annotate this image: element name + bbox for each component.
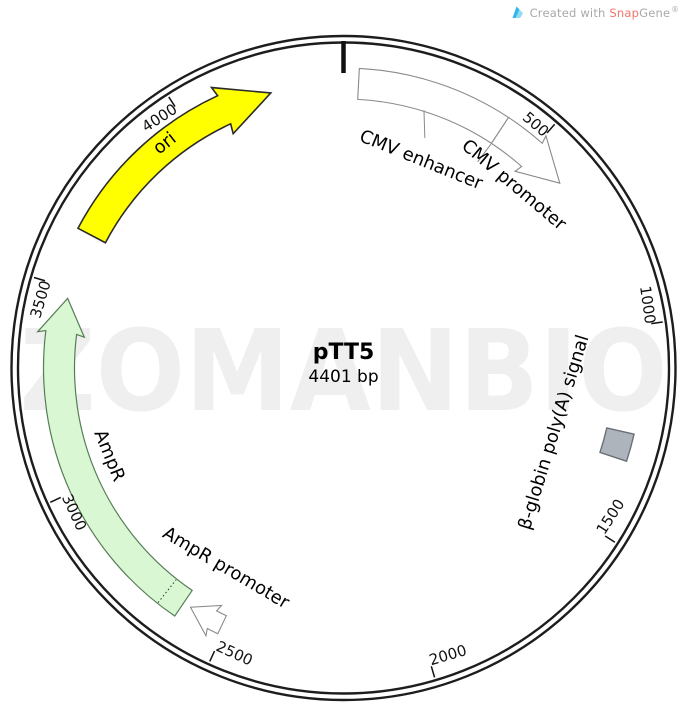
snapgene-logo-dark-shape xyxy=(512,6,520,19)
credit-text: Created with SnapGene® xyxy=(530,5,679,20)
credit-prefix: Created with xyxy=(529,5,610,20)
snapgene-credit: Created with SnapGene® xyxy=(511,5,679,20)
feature-ampr xyxy=(36,297,194,617)
tick-label-2500: 2500 xyxy=(213,637,255,669)
tick-mark-2500 xyxy=(209,650,216,662)
feature-cmv-promoter-leader-line xyxy=(477,143,492,163)
tick-mark-1500 xyxy=(604,535,616,543)
feature-cmv-enhancer-leader-line xyxy=(423,110,426,138)
feature-ampr-dotted-divider xyxy=(157,579,177,603)
tick-label-2000: 2000 xyxy=(427,641,469,669)
feature-cmv-promoter xyxy=(490,116,561,184)
tick-mark-2000 xyxy=(430,666,436,678)
tick-mark-3000 xyxy=(49,496,62,503)
feature-ori xyxy=(76,86,273,244)
feature-ampr-promoter xyxy=(189,604,228,638)
tick-mark-1000 xyxy=(651,321,663,325)
watermark-text: ZOMANBIO xyxy=(20,307,668,437)
tick-mark-3500 xyxy=(33,276,46,282)
credit-brand-gene: Gene xyxy=(639,5,671,20)
snapgene-logo-light-shape xyxy=(515,9,523,19)
tick-label-1500: 1500 xyxy=(593,496,629,538)
credit-registered-mark: ® xyxy=(671,5,679,14)
tick-mark-4000 xyxy=(168,96,176,107)
tick-label-1000: 1000 xyxy=(636,285,659,325)
feature-label-cmv-enhancer: CMV enhancer xyxy=(356,126,486,195)
backbone-outer-ring xyxy=(10,34,677,702)
tick-mark-500 xyxy=(546,123,556,134)
snapgene-logo-icon xyxy=(512,6,523,19)
plasmid-name: pTT5 xyxy=(313,340,375,365)
feature-beta-globin-polya-signal xyxy=(599,427,635,463)
credit-brand-snap: Snap xyxy=(609,5,640,20)
plasmid-size-label: 4401 bp xyxy=(308,367,378,387)
